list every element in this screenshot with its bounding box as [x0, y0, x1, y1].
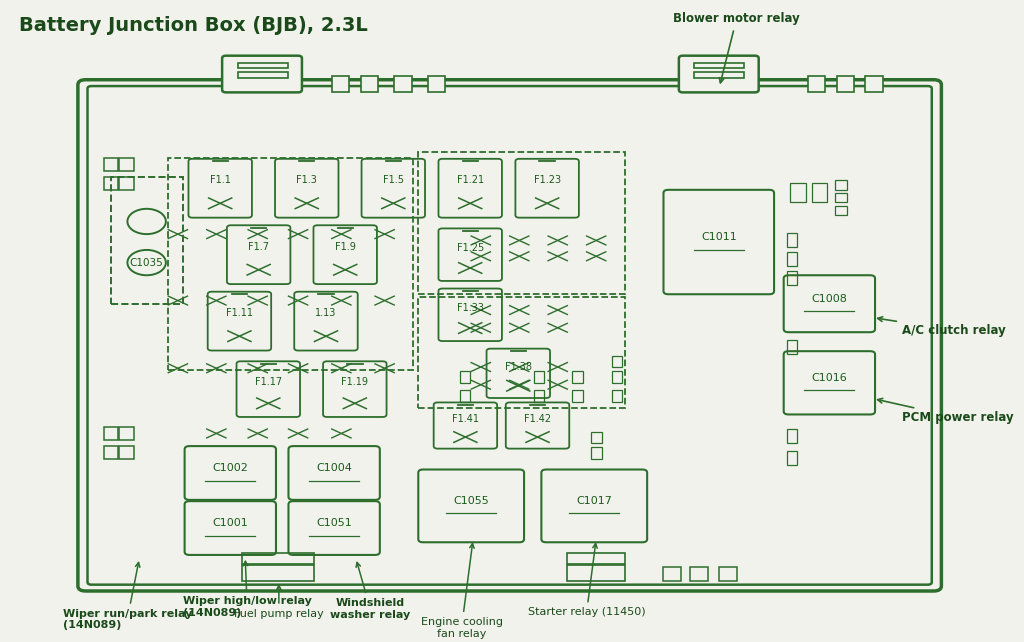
Text: C1011: C1011: [700, 232, 736, 242]
Text: F1.38: F1.38: [505, 361, 531, 372]
Bar: [567, 565, 625, 581]
Bar: [534, 390, 544, 402]
Bar: [534, 372, 544, 383]
Text: Battery Junction Box (BJB), 2.3L: Battery Junction Box (BJB), 2.3L: [19, 16, 368, 35]
Bar: [119, 446, 134, 459]
Bar: [168, 158, 414, 370]
Bar: [119, 427, 134, 440]
Text: F1.41: F1.41: [452, 414, 479, 424]
Bar: [611, 390, 623, 402]
Text: F1.33: F1.33: [457, 302, 483, 313]
Bar: [611, 356, 623, 367]
Bar: [786, 429, 797, 443]
Bar: [332, 76, 349, 92]
Text: F1.19: F1.19: [341, 377, 369, 386]
Bar: [808, 76, 825, 92]
Text: F1.25: F1.25: [457, 243, 483, 252]
Bar: [567, 553, 625, 564]
Text: C1055: C1055: [454, 496, 489, 506]
Bar: [865, 76, 883, 92]
Bar: [835, 205, 847, 215]
Bar: [119, 177, 134, 190]
Text: F1.42: F1.42: [524, 414, 551, 424]
Bar: [119, 158, 134, 171]
Bar: [786, 252, 797, 266]
Text: Windshield
washer relay: Windshield washer relay: [330, 562, 411, 620]
Bar: [694, 63, 744, 68]
Bar: [238, 63, 288, 68]
Text: F1.21: F1.21: [457, 175, 483, 185]
FancyBboxPatch shape: [78, 80, 941, 591]
Text: Engine cooling
fan relay: Engine cooling fan relay: [421, 544, 503, 639]
Text: Blower motor relay: Blower motor relay: [673, 12, 800, 83]
Bar: [103, 427, 119, 440]
Text: F1.3: F1.3: [296, 175, 317, 185]
Bar: [690, 567, 708, 581]
Bar: [418, 297, 625, 408]
Text: C1001: C1001: [212, 518, 248, 528]
Text: C1016: C1016: [811, 373, 847, 383]
Bar: [103, 446, 119, 459]
FancyBboxPatch shape: [222, 56, 302, 92]
Bar: [791, 184, 806, 202]
Bar: [719, 567, 736, 581]
Bar: [243, 553, 314, 564]
Bar: [786, 271, 797, 285]
Bar: [360, 76, 378, 92]
Bar: [572, 372, 583, 383]
Bar: [428, 76, 445, 92]
Text: PCM power relay: PCM power relay: [878, 399, 1014, 424]
Bar: [786, 451, 797, 465]
Bar: [103, 158, 119, 171]
Bar: [111, 177, 182, 304]
Bar: [694, 72, 744, 78]
Text: F1.5: F1.5: [383, 175, 403, 185]
Bar: [460, 372, 470, 383]
Bar: [611, 372, 623, 383]
Text: F1.11: F1.11: [226, 308, 253, 318]
Bar: [837, 76, 854, 92]
Bar: [572, 390, 583, 402]
Text: C1035: C1035: [130, 257, 164, 268]
Bar: [812, 184, 827, 202]
Text: F1.9: F1.9: [335, 241, 355, 252]
Text: A/C clutch relay: A/C clutch relay: [878, 317, 1006, 337]
Bar: [418, 152, 625, 294]
Bar: [786, 340, 797, 354]
Bar: [460, 390, 470, 402]
Bar: [243, 565, 314, 581]
Text: Wiper high/low relay
(14N089): Wiper high/low relay (14N089): [182, 561, 311, 618]
Text: C1051: C1051: [316, 518, 352, 528]
Text: C1002: C1002: [212, 463, 248, 473]
Text: C1017: C1017: [577, 496, 612, 506]
Text: F1.1: F1.1: [210, 175, 230, 185]
Bar: [592, 447, 602, 459]
Text: 1.13: 1.13: [315, 308, 337, 318]
Text: C1008: C1008: [811, 293, 847, 304]
Bar: [592, 431, 602, 443]
FancyBboxPatch shape: [679, 56, 759, 92]
Text: Wiper run/park relay
(14N089): Wiper run/park relay (14N089): [62, 562, 191, 630]
Bar: [835, 193, 847, 202]
Bar: [103, 177, 119, 190]
Text: F1.17: F1.17: [255, 377, 282, 386]
Text: Starter relay (11450): Starter relay (11450): [527, 544, 645, 618]
Text: F1.7: F1.7: [248, 241, 269, 252]
Text: F1.23: F1.23: [534, 175, 561, 185]
Bar: [664, 567, 681, 581]
Bar: [394, 76, 412, 92]
Bar: [786, 233, 797, 247]
Bar: [238, 72, 288, 78]
Bar: [835, 180, 847, 190]
Text: Fuel pump relay: Fuel pump relay: [233, 586, 324, 619]
Text: C1004: C1004: [316, 463, 352, 473]
